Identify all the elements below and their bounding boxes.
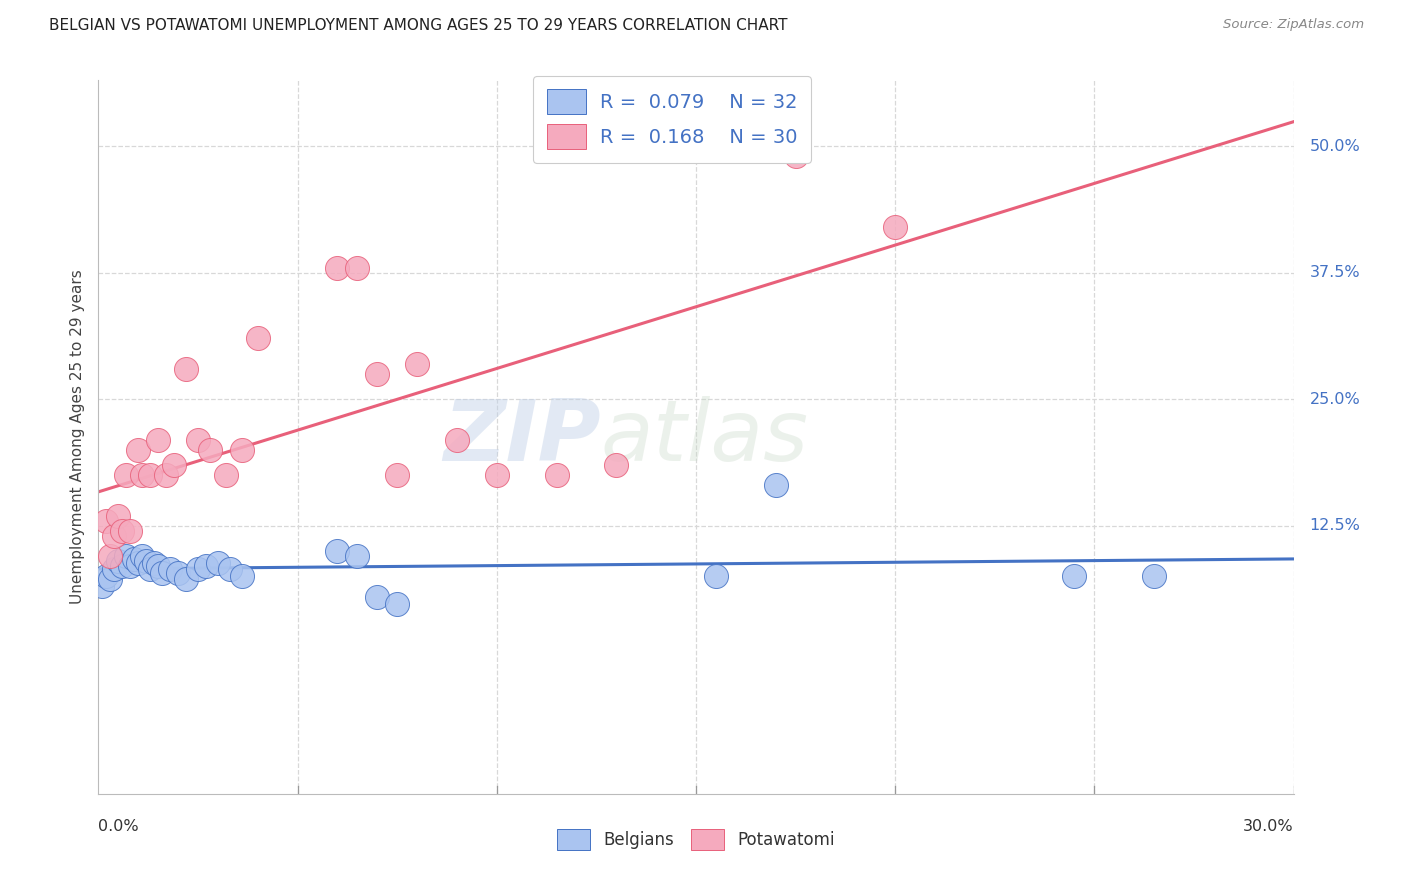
- Point: [326, 544, 349, 558]
- Text: Source: ZipAtlas.com: Source: ZipAtlas.com: [1223, 18, 1364, 31]
- Point: [1063, 569, 1085, 583]
- Point: [163, 458, 186, 472]
- Text: ZIP: ZIP: [443, 395, 600, 479]
- Text: 12.5%: 12.5%: [1309, 518, 1361, 533]
- Y-axis label: Unemployment Among Ages 25 to 29 years: Unemployment Among Ages 25 to 29 years: [69, 269, 84, 605]
- Point: [98, 572, 122, 586]
- Point: [207, 556, 229, 570]
- Point: [148, 433, 170, 447]
- Point: [150, 566, 173, 581]
- Point: [139, 468, 162, 483]
- Point: [148, 559, 170, 574]
- Text: 37.5%: 37.5%: [1309, 265, 1360, 280]
- Point: [111, 524, 134, 538]
- Point: [127, 442, 149, 457]
- Legend: Belgians, Potawatomi: Belgians, Potawatomi: [550, 822, 842, 857]
- Point: [219, 562, 242, 576]
- Point: [346, 549, 368, 563]
- Point: [131, 468, 153, 483]
- Point: [103, 562, 125, 576]
- Point: [366, 590, 388, 604]
- Point: [326, 260, 349, 275]
- Point: [135, 554, 157, 568]
- Point: [143, 556, 166, 570]
- Point: [103, 529, 125, 543]
- Point: [704, 569, 727, 583]
- Point: [187, 562, 209, 576]
- Point: [120, 524, 142, 538]
- Point: [1143, 569, 1166, 583]
- Point: [120, 559, 142, 574]
- Point: [107, 508, 129, 523]
- Point: [765, 478, 787, 492]
- Point: [346, 260, 368, 275]
- Point: [174, 361, 197, 376]
- Point: [231, 442, 253, 457]
- Point: [174, 572, 197, 586]
- Point: [446, 433, 468, 447]
- Point: [96, 514, 118, 528]
- Point: [884, 220, 907, 235]
- Text: BELGIAN VS POTAWATOMI UNEMPLOYMENT AMONG AGES 25 TO 29 YEARS CORRELATION CHART: BELGIAN VS POTAWATOMI UNEMPLOYMENT AMONG…: [49, 18, 787, 33]
- Text: 25.0%: 25.0%: [1309, 392, 1360, 407]
- Point: [139, 562, 162, 576]
- Point: [406, 357, 429, 371]
- Point: [215, 468, 238, 483]
- Point: [385, 468, 409, 483]
- Point: [115, 549, 138, 563]
- Point: [246, 331, 269, 345]
- Point: [155, 468, 177, 483]
- Point: [385, 597, 409, 611]
- Point: [127, 556, 149, 570]
- Point: [546, 468, 568, 483]
- Point: [195, 559, 218, 574]
- Point: [366, 367, 388, 381]
- Point: [167, 566, 190, 581]
- Point: [107, 554, 129, 568]
- Point: [131, 549, 153, 563]
- Point: [485, 468, 508, 483]
- Point: [96, 569, 118, 583]
- Text: 50.0%: 50.0%: [1309, 138, 1360, 153]
- Point: [91, 579, 114, 593]
- Point: [198, 442, 221, 457]
- Point: [115, 468, 138, 483]
- Point: [111, 559, 134, 574]
- Point: [159, 562, 181, 576]
- Point: [785, 149, 807, 163]
- Text: atlas: atlas: [600, 395, 808, 479]
- Point: [187, 433, 209, 447]
- Point: [124, 552, 146, 566]
- Text: 30.0%: 30.0%: [1243, 819, 1294, 834]
- Text: 0.0%: 0.0%: [98, 819, 139, 834]
- Point: [605, 458, 627, 472]
- Point: [231, 569, 253, 583]
- Point: [98, 549, 122, 563]
